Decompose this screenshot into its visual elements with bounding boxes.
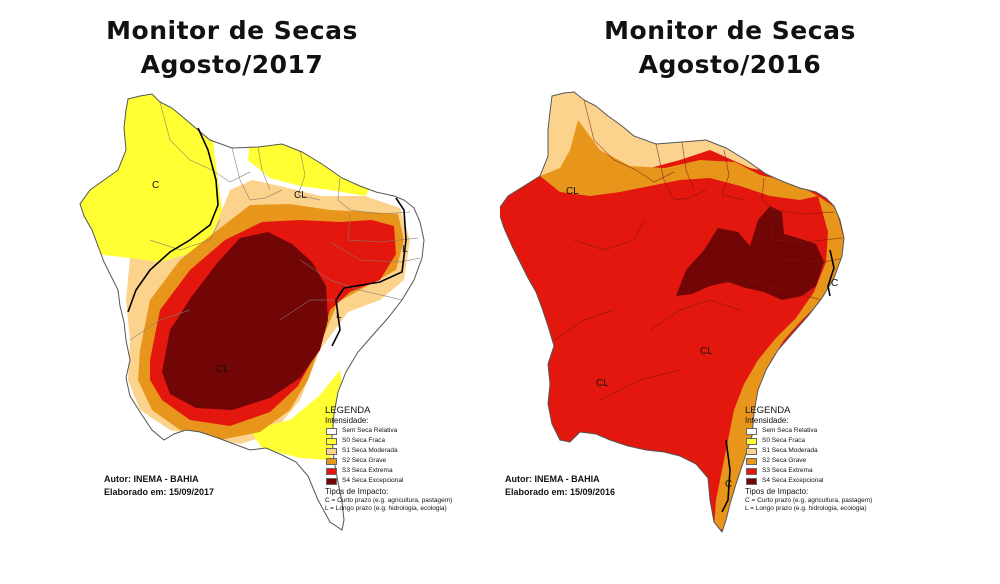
legend-swatch [746,437,757,445]
legend-swatch [746,457,757,465]
legend-impact-title: Tipos de Impacto: [745,487,809,496]
legend-label: S0 Seca Fraca [342,437,385,444]
legend-item: Sem Seca Relativa [325,426,452,436]
author-text: Autor: INEMA - BAHIA [104,474,199,484]
legend-label: S4 Seca Excepcional [342,477,404,484]
legend-swatch [326,457,337,465]
legend-title: LEGENDA [325,405,371,416]
legend-item: S4 Seca Excepcional [745,476,872,486]
impact-label: CL [596,378,609,389]
legend-intensity-label: Intensidade: [325,416,369,425]
legend-label: Sem Seca Relativa [342,427,398,434]
legend-item: S4 Seca Excepcional [325,476,452,486]
author-block: Autor: INEMA - BAHIA Elaborado em: 15/09… [505,473,615,499]
legend-label: S3 Seca Extrema [342,467,393,474]
legend-item: S1 Seca Moderada [745,446,872,456]
impact-label: CL [216,364,229,375]
author-block: Autor: INEMA - BAHIA Elaborado em: 15/09… [104,473,214,499]
legend-swatch [746,427,757,435]
legend-label: Sem Seca Relativa [762,427,818,434]
drought-map-panel-2016: Monitor de Secas Agosto/2016 [500,0,1000,584]
legend-impact-item: C = Curto prazo (e.g. agricultura, pasta… [325,497,453,504]
legend-item: S1 Seca Moderada [325,446,452,456]
legend-item: S2 Seca Grave [325,456,452,466]
map-legend: LEGENDA Intensidade: Sem Seca Relativa S… [745,405,872,513]
elaborated-date: Elaborado em: 15/09/2016 [505,487,616,497]
legend-item: Sem Seca Relativa [745,426,872,436]
author-text: Autor: INEMA - BAHIA [505,474,600,484]
drought-map-2016: CL CL CL C C [500,91,845,534]
drought-map-panel-2017: Monitor de Secas Agosto/2017 [79,16,452,531]
legend-swatch [746,447,757,455]
map-title-line2: Agosto/2016 [638,50,822,79]
legend-label: S3 Seca Extrema [762,467,813,474]
map-title-line1: Monitor de Secas [604,16,856,45]
elaborated-date: Elaborado em: 15/09/2017 [104,487,215,497]
legend-title: LEGENDA [745,405,791,416]
legend-item: S3 Seca Extrema [745,466,872,476]
legend-swatch [326,467,337,475]
legend-intensity-label: Intensidade: [745,416,789,425]
legend-item: S0 Seca Fraca [325,436,452,446]
legend-label: S2 Seca Grave [762,457,807,464]
legend-swatch [746,467,757,475]
impact-label: L [402,244,408,255]
legend-swatch [326,427,337,435]
legend-impact-item: C = Curto prazo (e.g. agricultura, pasta… [745,497,873,504]
map-legend: LEGENDA Intensidade: Sem Seca Relativa S… [325,405,452,513]
legend-label: S1 Seca Moderada [762,447,818,454]
legend-item: S3 Seca Extrema [325,466,452,476]
map-title-line2: Agosto/2017 [140,50,324,79]
legend-item: S2 Seca Grave [745,456,872,466]
drought-map-2017: C CL L L CL [79,93,425,531]
legend-impact-title: Tipos de Impacto: [325,487,389,496]
impact-label: CL [566,186,579,197]
impact-label: CL [294,190,307,201]
impact-label: CL [700,346,713,357]
legend-label: S0 Seca Fraca [762,437,805,444]
map-title-line1: Monitor de Secas [106,16,358,45]
legend-label: S1 Seca Moderada [342,447,398,454]
legend-swatch [326,437,337,445]
legend-label: S2 Seca Grave [342,457,387,464]
legend-swatch [326,477,337,485]
legend-impact-item: L = Longo prazo (e.g. hidrologia, ecolog… [745,505,867,512]
impact-label: C [152,180,159,191]
impact-label: C [831,278,838,289]
impact-label: C [725,479,732,490]
impact-label: L [336,310,342,321]
legend-item: S0 Seca Fraca [745,436,872,446]
legend-impact-item: L = Longo prazo (e.g. hidrologia, ecolog… [325,505,447,512]
legend-label: S4 Seca Excepcional [762,477,824,484]
legend-swatch [746,477,757,485]
legend-swatch [326,447,337,455]
